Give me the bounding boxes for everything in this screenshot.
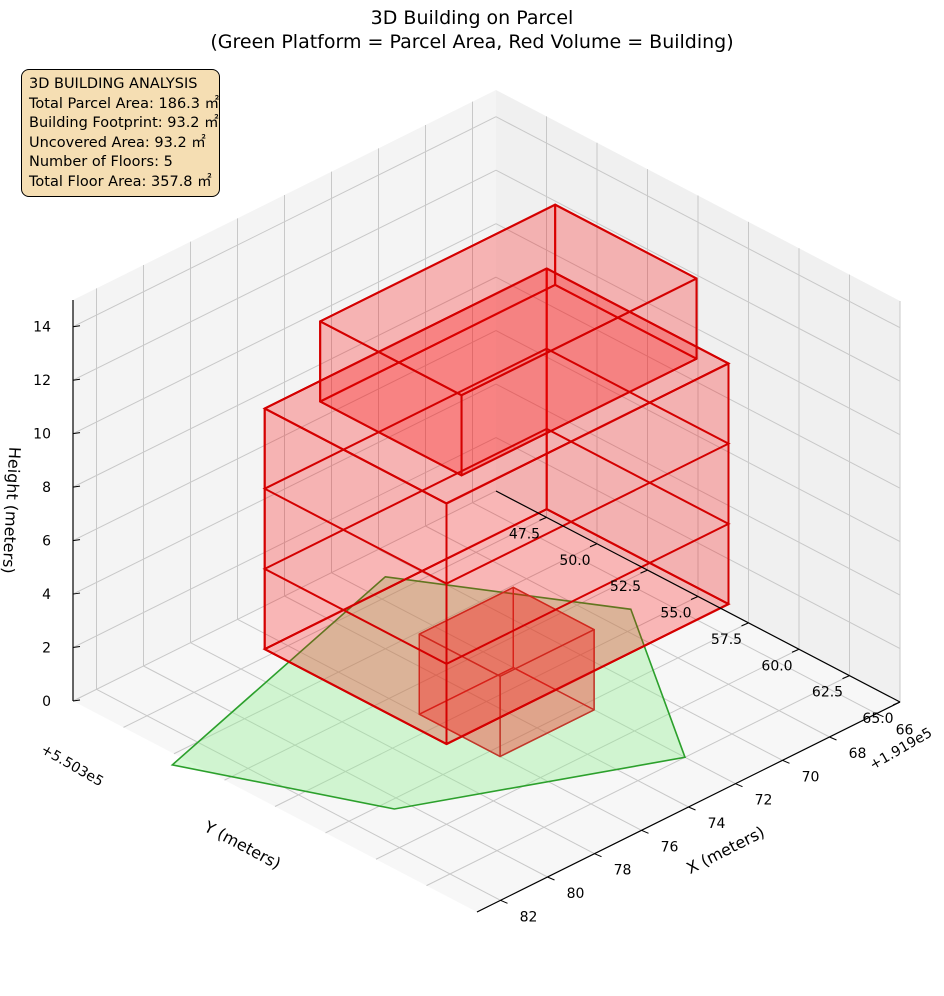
chart-title: 3D Building on Parcel	[370, 7, 574, 29]
z-axis-title: Height (meters)	[0, 446, 24, 574]
z-tick-mark	[72, 432, 81, 435]
x-tick-mark	[641, 829, 649, 834]
info-box: 3D BUILDING ANALYSIS Total Parcel Area: …	[21, 69, 220, 197]
grid-line	[495, 330, 901, 543]
z-tick-label: 12	[33, 373, 51, 389]
z-tick-label: 6	[42, 534, 51, 550]
z-tick-mark	[72, 699, 81, 702]
grid-line	[72, 383, 497, 595]
y-tick-label: 55.0	[660, 606, 691, 622]
y-tick-mark	[892, 701, 901, 706]
x-tick-mark	[594, 853, 602, 858]
floor-outline	[262, 267, 731, 505]
z-tick-label: 8	[42, 480, 51, 496]
grid-line	[72, 169, 497, 381]
floor-outline	[262, 507, 731, 746]
x-tick-mark	[782, 759, 790, 764]
info-box-heading: 3D BUILDING ANALYSIS	[29, 76, 198, 92]
z-tick-label: 10	[33, 427, 51, 443]
chart-subtitle: (Green Platform = Parcel Area, Red Volum…	[210, 31, 734, 53]
y-tick-mark	[640, 569, 648, 574]
floor-outline	[262, 347, 731, 585]
y-tick-label: 47.5	[509, 526, 540, 542]
grid-line	[224, 569, 648, 781]
y-tick-label: 57.5	[711, 632, 742, 648]
grid-line	[72, 116, 497, 328]
grid-line	[495, 169, 901, 382]
chart-title-block: 3D Building on Parcel (Green Platform = …	[0, 6, 944, 54]
grid-line	[72, 223, 497, 435]
x-tick-label: 78	[614, 863, 632, 879]
z-tick-mark	[72, 592, 81, 595]
info-box-line: Number of Floors: 5	[29, 154, 173, 170]
z-tick-label: 0	[42, 694, 51, 710]
y-tick-label: 62.5	[812, 685, 843, 701]
grid-line	[495, 437, 901, 649]
z-tick-label: 2	[42, 641, 51, 657]
y-axis-title: Y (meters)	[200, 817, 284, 874]
parcel-platform	[170, 575, 687, 810]
y-tick-mark	[741, 622, 749, 627]
x-tick-label: 82	[520, 909, 538, 925]
z-tick-label: 14	[33, 320, 51, 336]
z-tick-mark	[72, 378, 81, 381]
info-box-line: Uncovered Area: 93.2 ㎡	[29, 134, 206, 151]
y-tick-mark	[690, 596, 699, 600]
info-box-line: Building Footprint: 93.2 ㎡	[29, 115, 219, 131]
y-offset-label: +5.503e5	[38, 742, 106, 791]
y-tick-mark	[842, 675, 850, 680]
info-box-line: Total Floor Area: 357.8 ㎡	[29, 173, 212, 190]
grid-line	[173, 543, 598, 755]
x-tick-label: 68	[849, 746, 867, 762]
floor-outline	[262, 427, 731, 665]
x-tick-mark	[735, 783, 743, 788]
grid-line	[72, 330, 497, 542]
x-tick-label: 80	[567, 886, 585, 902]
x-axis-title: X (meters)	[683, 822, 767, 878]
building-face	[418, 586, 595, 677]
grid-line	[72, 490, 497, 702]
x-tick-label: 74	[708, 816, 726, 832]
y-tick-label: 50.0	[559, 553, 590, 569]
x-tick-label: 76	[661, 839, 679, 855]
grid-line	[72, 276, 497, 488]
grid-line	[495, 383, 901, 596]
x-tick-mark	[500, 899, 508, 904]
y-tick-mark	[791, 648, 800, 653]
z-tick-mark	[72, 646, 81, 649]
x-tick-mark	[829, 736, 837, 741]
grid-line	[325, 622, 749, 834]
x-tick-label: 66	[896, 723, 914, 739]
x-tick-mark	[688, 806, 696, 811]
grid-line	[375, 648, 800, 860]
z-tick-label: 4	[42, 587, 51, 603]
x-tick-mark	[876, 713, 884, 718]
grid-line	[495, 116, 901, 329]
grid-line	[274, 596, 699, 807]
z-tick-mark	[72, 485, 81, 488]
x-tick-mark	[547, 876, 555, 881]
x-tick-label: 70	[802, 769, 820, 785]
grid-line	[123, 516, 547, 728]
grid-line	[426, 675, 850, 887]
y-tick-mark	[589, 543, 598, 548]
grid-line	[72, 437, 497, 648]
y-tick-label: 52.5	[610, 579, 641, 595]
y-tick-mark	[539, 516, 547, 521]
grid-line	[495, 276, 901, 489]
y-tick-label: 60.0	[761, 658, 792, 674]
x-tick-label: 72	[755, 793, 773, 809]
y-tick-label: 65.0	[862, 711, 893, 727]
building-face	[319, 203, 698, 397]
info-box-line: Total Parcel Area: 186.3 ㎡	[29, 95, 220, 112]
z-tick-mark	[72, 325, 81, 328]
z-tick-mark	[72, 539, 81, 542]
grid-line	[495, 223, 901, 436]
